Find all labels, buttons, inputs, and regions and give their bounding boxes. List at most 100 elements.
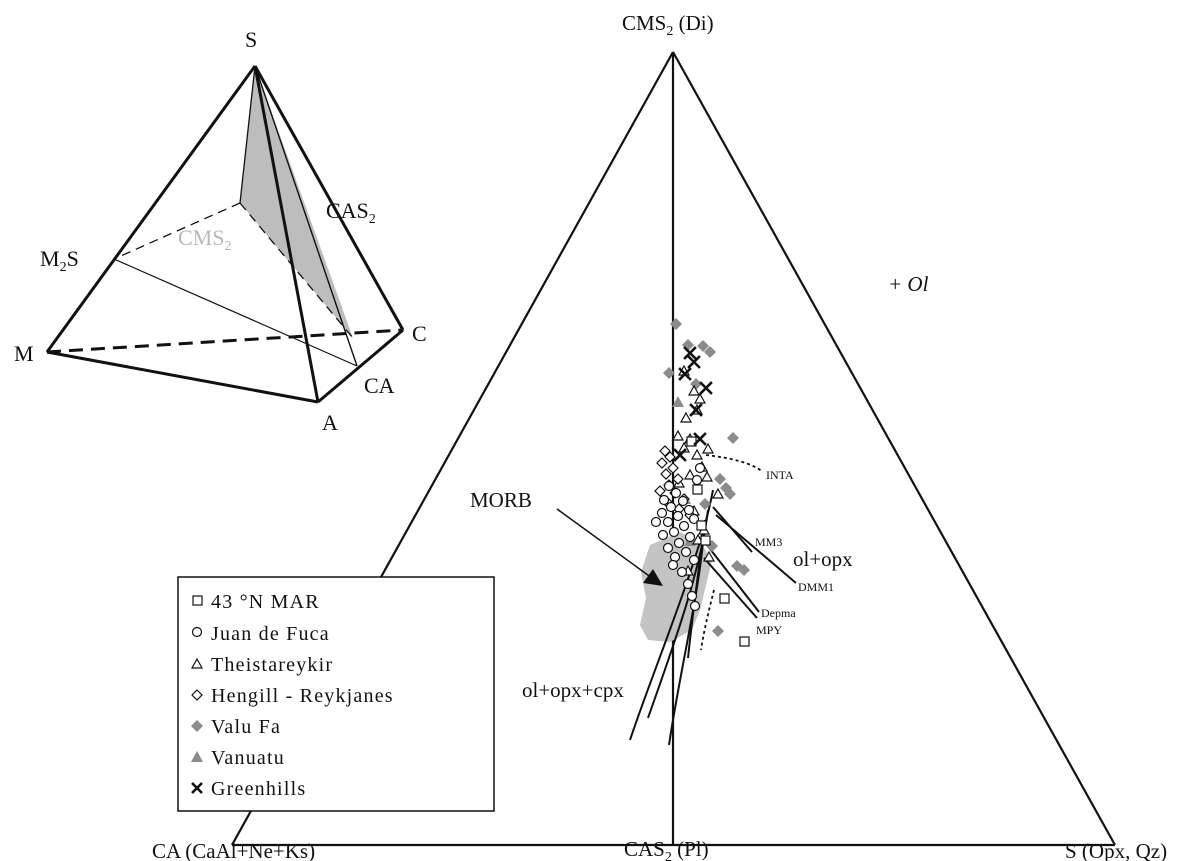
theistareykir-point [711,487,725,499]
hengill-point [654,485,666,497]
jdf-point [682,578,694,590]
legend-symbol-open-triangle [190,657,204,669]
theistareykir-point [693,392,707,404]
tetra-label-s: S [245,27,257,52]
theistareykir-point [679,411,693,423]
legend-label: Vanuatu [211,747,285,769]
jdf-point [662,516,674,528]
theistareykir-point [700,470,714,482]
tetra-label-a: A [322,410,338,435]
lower-dotted-trend [700,589,715,651]
tetra-label-m: M [14,341,34,366]
juan-de-fuca-points [650,462,706,612]
valu-fa-points [663,318,750,637]
legend-symbol-open-circle [191,626,203,638]
hengill-point [659,445,671,457]
valu-fa-point [738,564,750,576]
greenhills-point [689,403,703,417]
jdf-point [678,520,690,532]
legend-symbol-filled-diamond [191,720,203,732]
ol-opx-cotectic-mpy [703,557,758,619]
s-ca-tie-line [254,65,358,367]
hengill-point [660,468,672,480]
tetra-label-m2s: M2S [40,246,79,275]
valu-fa-point [727,432,739,444]
jdf-point [680,546,692,558]
legend: 43 °N MAR Juan de Fuca Theistareykir Hen… [177,576,495,812]
mar-point [696,520,707,531]
valu-fa-point [699,498,711,510]
label-ol-opx-cpx: ol+opx+cpx [522,678,624,702]
jdf-point [676,566,688,578]
tetra-label-cms2: CMS2 [178,225,231,254]
greenhills-point [699,381,713,395]
ternary-right-edge [672,51,1116,846]
jdf-point [672,510,684,522]
vanuatu-point [672,396,684,407]
corner-label-ca: CA (CaAl+Ne+Ks) [152,839,315,861]
morb-arrow-line [556,508,653,579]
cotectic-lines [629,454,797,746]
jdf-point [688,513,700,525]
theistareykir-point [687,384,701,396]
jdf-point [688,554,700,566]
m2s-ca-tie-line [113,258,358,367]
mar-point [719,593,730,604]
valu-fa-point [697,340,709,352]
label-inta: INTA [766,468,794,482]
jdf-point [650,516,662,528]
legend-symbol-open-square [192,595,203,606]
mar-point [700,535,711,546]
corner-label-s: S (Opx, Qz) [1065,839,1167,861]
legend-box [177,576,495,812]
greenhills-point [687,355,701,369]
tetra-edge-m-c-hidden [46,328,404,354]
greenhills-point [678,367,692,381]
label-dmm1: DMM1 [798,580,834,594]
jdf-point [670,487,682,499]
morb-label: MORB [470,488,532,512]
s-cms2-edge [239,65,256,204]
legend-symbol-cross [191,782,203,794]
legend-symbol-open-diamond [191,689,203,701]
jdf-point [658,494,670,506]
jdf-point [663,480,675,492]
greenhills-point [673,448,687,462]
jdf-point [694,462,706,474]
tetra-edge-s-c [253,65,405,331]
theistareykir-point [683,468,697,480]
morb-arrowhead [643,569,663,586]
theistareykir-point [701,442,715,454]
label-depma: Depma [761,606,796,620]
legend-symbol-filled-triangle [191,751,203,762]
jdf-point [683,504,695,516]
hengill-point [656,457,668,469]
jdf-point [689,600,701,612]
ol-opx-cpx-cotectic-3 [668,529,705,746]
valu-fa-point [712,625,724,637]
tetra-edge-m-a [46,350,319,404]
hengill-point [664,451,676,463]
legend-label: 43 °N MAR [211,591,320,613]
legend-label: Juan de Fuca [211,623,330,645]
legend-label: Hengill - Reykjanes [211,685,394,707]
tetrahedron-inset [45,65,405,404]
tetra-label-c: C [412,321,427,346]
valu-fa-point [724,488,736,500]
theistareykir-point [671,429,685,441]
tetra-label-ca: CA [364,373,395,398]
label-ol-opx: ol+opx [793,547,853,571]
jdf-point [662,542,674,554]
greenhills-points [673,346,713,462]
valu-fa-point [714,473,726,485]
label-mpy: MPY [756,623,782,637]
jdf-point [667,559,679,571]
valu-fa-point [670,318,682,330]
legend-label: Valu Fa [211,716,281,738]
mar-point [739,636,750,647]
mar-43n-points [686,436,750,647]
theistareykir-point [702,550,716,562]
hengill-point [672,473,684,485]
jdf-point [684,531,696,543]
mar-point [692,484,703,495]
